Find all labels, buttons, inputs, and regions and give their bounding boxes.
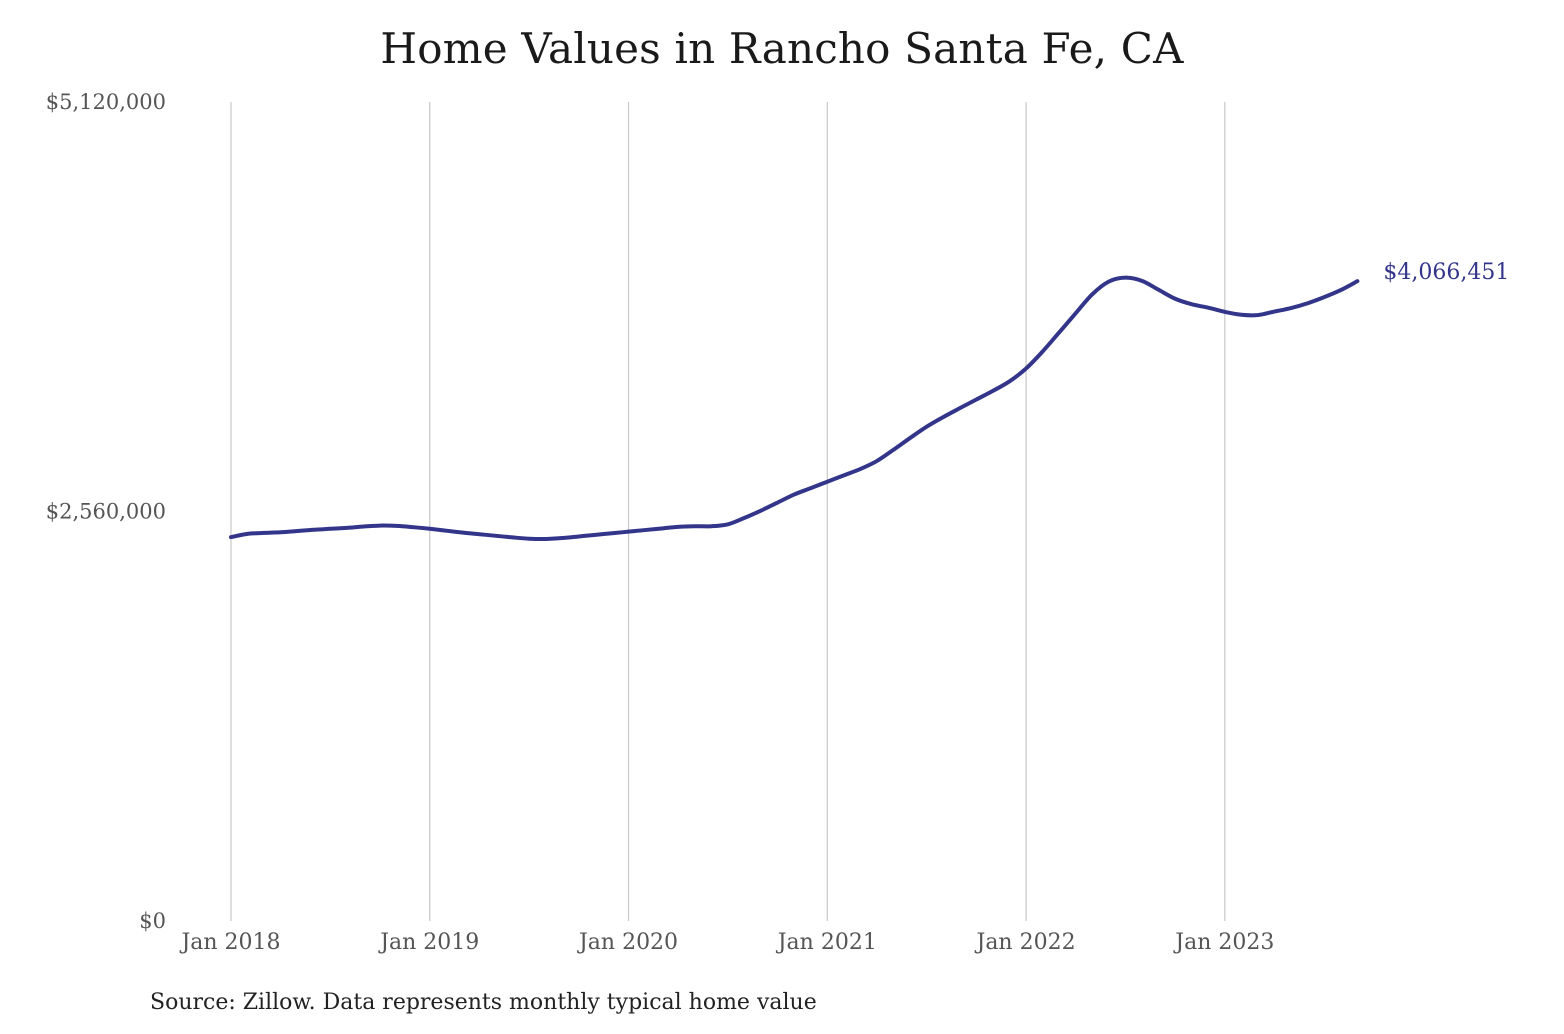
- y-tick-label: $0: [139, 909, 166, 933]
- gridlines: [230, 102, 1226, 921]
- y-tick-label: $2,560,000: [46, 500, 166, 524]
- end-value-label: $4,066,451: [1383, 260, 1509, 285]
- x-tick-label: Jan 2022: [975, 930, 1076, 955]
- series-line: [229, 275, 1360, 542]
- source-note: Source: Zillow. Data represents monthly …: [150, 990, 817, 1015]
- x-tick-label: Jan 2020: [577, 930, 678, 955]
- x-axis-ticks: Jan 2018 Jan 2019 Jan 2020 Jan 2021 Jan 2022…: [179, 930, 1274, 955]
- x-tick-label: Jan 2018: [179, 930, 280, 955]
- chart-title: Home Values in Rancho Santa Fe, CA: [380, 24, 1184, 73]
- x-tick-label: Jan 2023: [1173, 930, 1274, 955]
- data-labels: $4,066,451: [1383, 260, 1509, 285]
- y-tick-label: $5,120,000: [46, 90, 166, 114]
- x-tick-label: Jan 2019: [378, 930, 479, 955]
- y-axis-ticks: $0 $2,560,000 $5,120,000: [46, 90, 166, 933]
- series-layer: [229, 275, 1360, 542]
- x-tick-label: Jan 2021: [776, 930, 877, 955]
